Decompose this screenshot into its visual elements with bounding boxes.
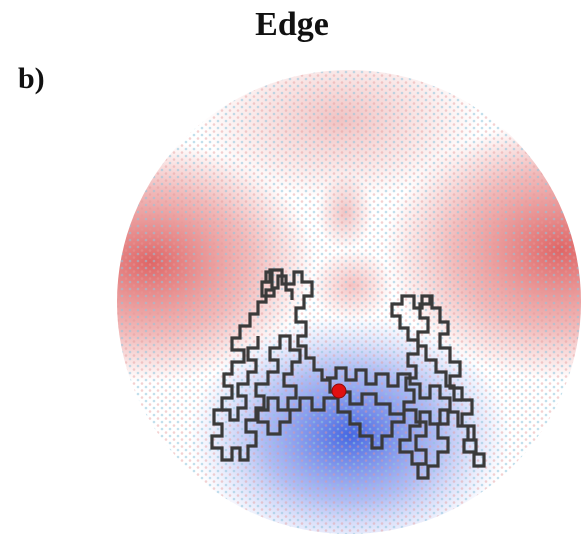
lattice-dots xyxy=(117,70,581,534)
field-disc xyxy=(117,70,581,534)
trajectory-left-tail xyxy=(264,270,294,300)
start-point-marker xyxy=(331,383,347,399)
figure-title: Edge xyxy=(255,6,329,43)
panel-label: b) xyxy=(18,62,45,95)
trajectory-right-arm xyxy=(336,294,486,480)
random-walk-trajectory xyxy=(210,268,486,480)
trajectory-left-bottom xyxy=(222,336,260,422)
trajectory-right-bottom xyxy=(416,296,462,402)
trajectory-inner-loops xyxy=(326,366,452,466)
trajectory-left-arm xyxy=(210,268,338,462)
